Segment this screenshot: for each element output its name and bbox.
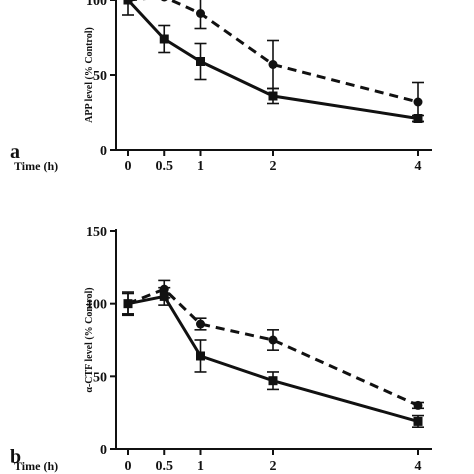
data-point bbox=[268, 91, 278, 101]
series-line bbox=[127, 287, 419, 407]
series-solid bbox=[122, 286, 424, 429]
x-axis-title: Time (h) bbox=[14, 159, 58, 173]
data-point bbox=[268, 60, 278, 69]
data-point bbox=[196, 319, 205, 329]
data-point bbox=[413, 97, 423, 107]
data-point bbox=[196, 9, 205, 18]
data-point bbox=[159, 34, 169, 44]
x-tick-label: 4 bbox=[415, 159, 422, 174]
data-point bbox=[123, 299, 133, 309]
panel-a: 0 50 100 0 0.5 1 2 4 APP level (% Control) Time (… bbox=[10, 0, 432, 174]
x-tick-label: 0 bbox=[125, 459, 132, 474]
y-tick-label: 50 bbox=[93, 69, 107, 84]
panel-b: 0 50 100 150 0 0.5 1 2 4 α-CTF level (% Control) T… bbox=[10, 225, 432, 474]
y-tick-label: 0 bbox=[100, 443, 107, 458]
x-tick-label: 4 bbox=[415, 459, 422, 474]
series-solid bbox=[122, 0, 424, 123]
y-tick-label: 50 bbox=[93, 370, 107, 385]
x-tick-label: 0 bbox=[125, 159, 132, 174]
data-point bbox=[160, 0, 168, 2]
data-point bbox=[196, 57, 205, 66]
x-axis-title: Time (h) bbox=[14, 459, 58, 473]
x-tick-label: 0.5 bbox=[156, 459, 174, 474]
x-tick-label: 1 bbox=[197, 459, 204, 474]
data-point bbox=[123, 0, 133, 5]
x-tick-label: 0.5 bbox=[156, 159, 174, 174]
panel-label: a bbox=[10, 141, 20, 163]
data-point bbox=[413, 114, 423, 123]
y-axis-title: APP level (% Control) bbox=[84, 27, 95, 123]
data-point bbox=[268, 376, 278, 386]
y-axis-title: α-CTF level (% Control) bbox=[84, 287, 95, 392]
x-tick-label: 2 bbox=[270, 459, 277, 474]
series-line bbox=[127, 294, 419, 423]
data-point bbox=[196, 351, 205, 361]
x-tick-label: 2 bbox=[270, 159, 277, 174]
data-point bbox=[268, 335, 278, 345]
y-tick-label: 100 bbox=[86, 0, 107, 9]
y-tick-label: 100 bbox=[86, 298, 107, 313]
y-tick-label: 150 bbox=[86, 225, 107, 240]
data-point bbox=[413, 400, 423, 410]
x-tick-label: 1 bbox=[197, 159, 204, 174]
y-tick-label: 0 bbox=[100, 144, 107, 159]
data-point bbox=[413, 416, 423, 426]
data-point bbox=[159, 291, 169, 301]
panel-label: b bbox=[10, 446, 21, 468]
